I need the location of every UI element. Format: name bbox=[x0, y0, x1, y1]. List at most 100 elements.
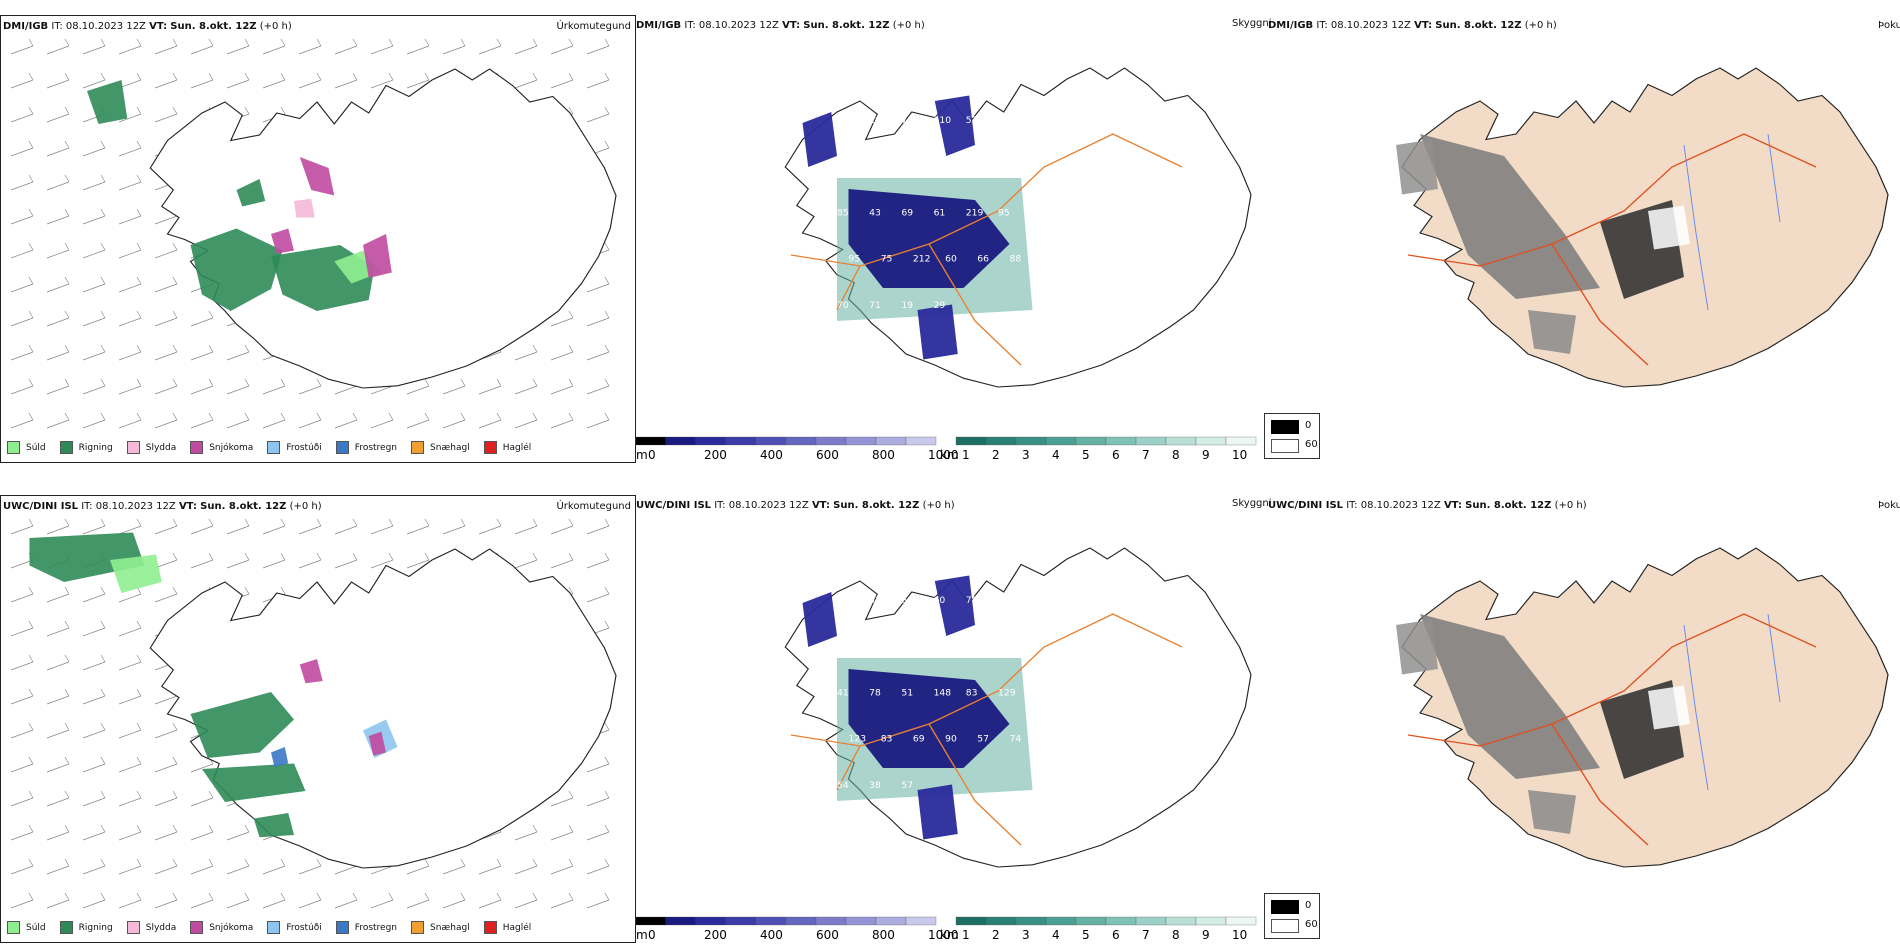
wind-barb bbox=[10, 586, 34, 603]
wind-barb bbox=[46, 654, 70, 671]
wind-barb bbox=[262, 518, 286, 535]
wind-barb bbox=[550, 518, 574, 535]
visibility-value: 90 bbox=[945, 735, 957, 745]
cbar-tick: 1000 bbox=[928, 928, 959, 942]
visibility-value: 212 bbox=[913, 255, 931, 265]
wind-barb bbox=[262, 858, 286, 875]
precip-area bbox=[202, 763, 306, 802]
wind-barb bbox=[478, 518, 502, 535]
wind-barb bbox=[190, 412, 214, 429]
cbar-cell bbox=[725, 916, 757, 926]
legend-label: Frostúði bbox=[286, 442, 322, 453]
visibility-area bbox=[934, 575, 975, 636]
cbar-cell bbox=[1135, 916, 1167, 926]
panel-title: Þokuábendi bbox=[1878, 20, 1900, 31]
wind-barb bbox=[154, 790, 178, 807]
wind-barb bbox=[190, 892, 214, 909]
visibility-value: 35 bbox=[977, 642, 989, 652]
cbar-tick: 10 bbox=[1232, 928, 1247, 942]
wind-barb bbox=[118, 344, 142, 361]
legend-item: Haglél bbox=[483, 921, 531, 934]
fog-field bbox=[1396, 133, 1817, 366]
wind-barb bbox=[442, 412, 466, 429]
wind-barb bbox=[550, 72, 574, 89]
wind-barb bbox=[406, 38, 430, 55]
legend-swatch bbox=[190, 441, 204, 454]
wind-barb bbox=[370, 518, 394, 535]
wind-barb bbox=[586, 756, 610, 773]
fog-panel-bottom: UWC/DINI ISL IT: 08.10.2023 12Z VT: Sun.… bbox=[1264, 495, 1900, 943]
wind-barb bbox=[262, 378, 286, 395]
wind-barb bbox=[118, 310, 142, 327]
wind-barb bbox=[154, 72, 178, 89]
wind-barb bbox=[10, 72, 34, 89]
legend-swatch bbox=[126, 921, 140, 934]
precip-panel-bottom: UWC/DINI ISL IT: 08.10.2023 12Z VT: Sun.… bbox=[0, 495, 636, 943]
cbar-cell bbox=[1075, 916, 1107, 926]
visibility-value: 110 bbox=[934, 116, 952, 126]
wind-barb bbox=[262, 552, 286, 569]
wind-barb bbox=[118, 824, 142, 841]
wind-barb bbox=[46, 790, 70, 807]
wind-barb bbox=[118, 242, 142, 259]
precip-legend: Súld Rigning Slydda Snjókoma Frostúði Frostre… bbox=[7, 441, 531, 454]
fog-area bbox=[1396, 139, 1438, 195]
wind-barb bbox=[10, 310, 34, 327]
visibility-value: 56 bbox=[1010, 162, 1022, 172]
fog-area bbox=[1420, 134, 1600, 299]
wind-barb bbox=[82, 72, 106, 89]
wind-barb bbox=[550, 38, 574, 55]
visibility-value: 58 bbox=[901, 596, 913, 606]
precip-area bbox=[299, 659, 323, 684]
visibility-value: 61 bbox=[934, 209, 946, 219]
wind-barb bbox=[586, 310, 610, 327]
cbar-tick: 800 bbox=[872, 928, 895, 942]
wind-barb bbox=[10, 38, 34, 55]
visibility-value: 41 bbox=[837, 689, 849, 699]
legend-label: Frostregn bbox=[354, 922, 398, 933]
visibility-area bbox=[917, 304, 958, 360]
wind-barb bbox=[118, 174, 142, 191]
wind-barb bbox=[118, 276, 142, 293]
wind-barb bbox=[298, 892, 322, 909]
wind-barb bbox=[10, 276, 34, 293]
precip-area bbox=[294, 198, 315, 218]
wind-barb bbox=[46, 106, 70, 123]
wind-barb bbox=[154, 892, 178, 909]
wind-barb bbox=[406, 72, 430, 89]
fog-area bbox=[1648, 685, 1690, 730]
legend-item: Haglél bbox=[483, 441, 531, 454]
cbar-unit-km: km bbox=[940, 928, 959, 942]
wind-barb bbox=[154, 756, 178, 773]
cbar-cell bbox=[695, 916, 727, 926]
road-network bbox=[790, 613, 1183, 846]
legend-label: Snjókoma bbox=[209, 922, 254, 933]
wind-barb bbox=[10, 412, 34, 429]
legend-item: Frostúði bbox=[267, 921, 322, 934]
visibility-value: 68 bbox=[881, 162, 893, 172]
wind-barb bbox=[226, 412, 250, 429]
cbar-cell bbox=[815, 436, 847, 446]
wind-barb bbox=[82, 174, 106, 191]
cbar-tick: 3 bbox=[1022, 448, 1030, 462]
cbar-tick: 10 bbox=[1232, 448, 1247, 462]
wind-barb bbox=[190, 344, 214, 361]
wind-barb bbox=[586, 106, 610, 123]
wind-barb bbox=[190, 552, 214, 569]
cbar-unit-m: m bbox=[636, 448, 648, 462]
visibility-value: 43 bbox=[869, 209, 881, 219]
fog-legend: 0 60 bbox=[1264, 893, 1320, 939]
wind-barb bbox=[586, 518, 610, 535]
wind-barb bbox=[118, 892, 142, 909]
visibility-area bbox=[917, 784, 958, 840]
visibility-value: 57 bbox=[977, 735, 989, 745]
visibility-value: 53 bbox=[869, 596, 881, 606]
legend-item: Slydda bbox=[126, 441, 176, 454]
fog-legend-swatch-0 bbox=[1271, 900, 1299, 914]
cbar-tick: 6 bbox=[1112, 448, 1120, 462]
legend-label: Súld bbox=[26, 442, 46, 453]
wind-barb bbox=[442, 378, 466, 395]
cbar-tick: 1000 bbox=[928, 448, 959, 462]
legend-label: Slydda bbox=[145, 922, 177, 933]
visibility-value: 108 bbox=[945, 162, 963, 172]
